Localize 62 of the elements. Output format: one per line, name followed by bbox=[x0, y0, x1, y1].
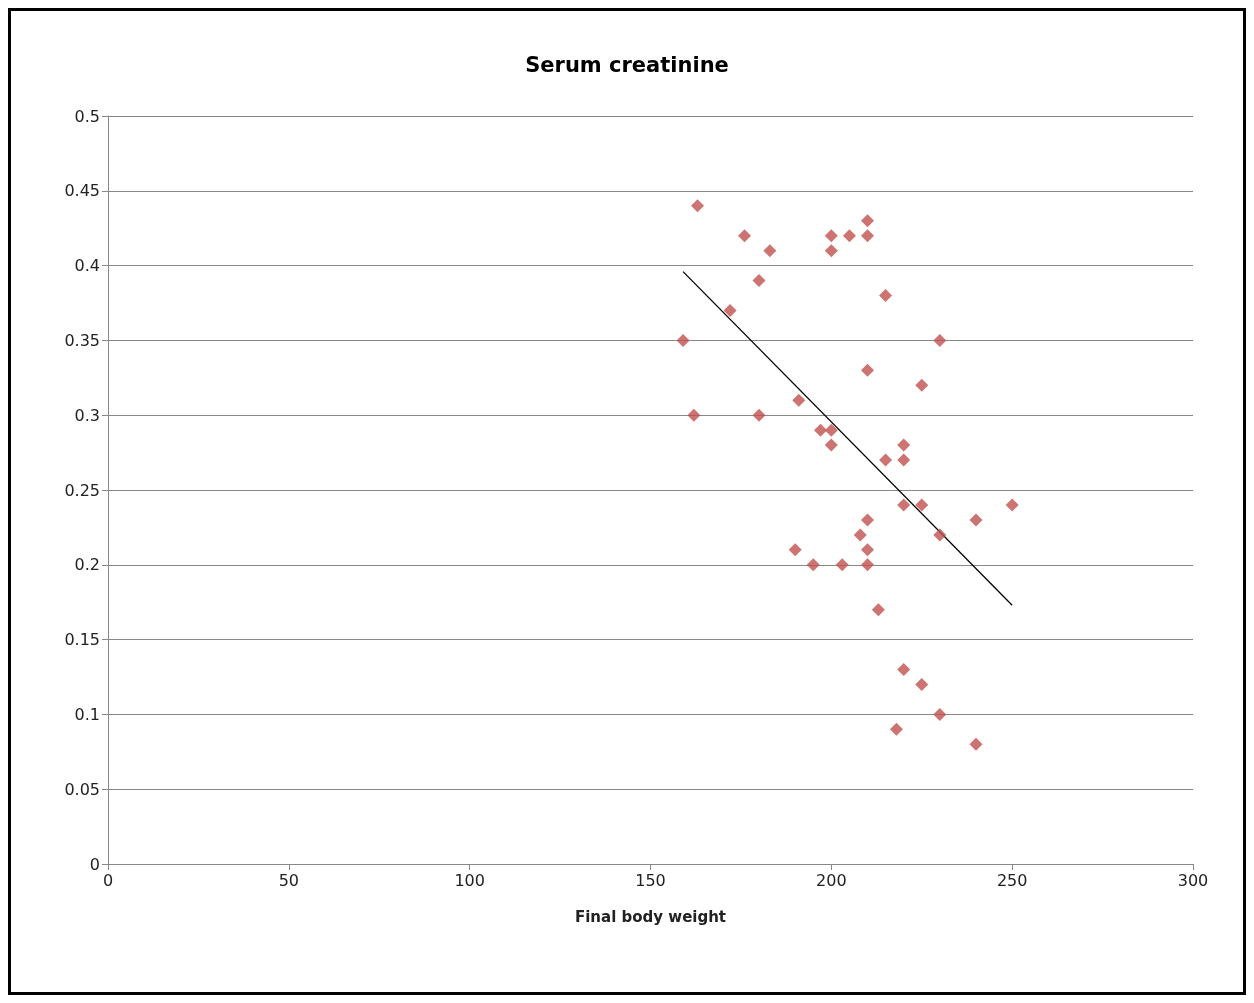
point bbox=[933, 528, 947, 542]
point bbox=[824, 229, 838, 243]
x-tick-label: 200 bbox=[816, 870, 847, 890]
point bbox=[933, 707, 947, 721]
point bbox=[792, 393, 806, 407]
point bbox=[897, 438, 911, 452]
y-tick-label: 0.05 bbox=[64, 779, 100, 799]
point bbox=[676, 333, 690, 347]
point bbox=[871, 603, 885, 617]
point bbox=[687, 408, 701, 422]
y-tick-label: 0.45 bbox=[64, 181, 100, 201]
point bbox=[915, 498, 929, 512]
x-axis-title: Final body weight bbox=[574, 907, 727, 926]
point bbox=[861, 558, 874, 572]
point bbox=[842, 229, 856, 243]
point bbox=[861, 214, 874, 228]
y-tick-label: 0.3 bbox=[74, 405, 100, 425]
y-tick-label: 0.2 bbox=[74, 555, 100, 575]
point bbox=[897, 498, 911, 512]
point bbox=[969, 737, 983, 751]
y-tick-label: 0.25 bbox=[64, 480, 100, 500]
point bbox=[763, 244, 777, 258]
x-tick-label: 100 bbox=[454, 870, 485, 890]
point bbox=[752, 274, 766, 288]
point bbox=[806, 558, 820, 572]
point bbox=[824, 423, 838, 437]
point bbox=[738, 229, 752, 243]
point bbox=[889, 722, 903, 736]
y-tick-label: 0.15 bbox=[64, 630, 100, 650]
point bbox=[861, 363, 874, 377]
y-tick-label: 0.35 bbox=[64, 330, 100, 350]
x-tick-label: 0 bbox=[102, 870, 114, 890]
point bbox=[861, 229, 874, 243]
point bbox=[879, 453, 893, 467]
point bbox=[915, 378, 929, 392]
y-tick-label: 0.4 bbox=[74, 256, 100, 276]
point bbox=[861, 543, 874, 557]
point bbox=[897, 453, 911, 467]
x-tick-label: 50 bbox=[278, 870, 300, 890]
point bbox=[933, 333, 947, 347]
x-tick-label: 300 bbox=[1177, 870, 1209, 890]
point bbox=[969, 513, 983, 527]
point bbox=[1005, 498, 1019, 512]
point bbox=[915, 677, 929, 691]
point bbox=[752, 408, 766, 422]
point bbox=[824, 438, 838, 452]
point bbox=[788, 543, 802, 557]
y-tick-label: 0.5 bbox=[74, 106, 100, 126]
point bbox=[691, 199, 705, 213]
point bbox=[813, 423, 827, 437]
x-tick-label: 250 bbox=[996, 870, 1028, 890]
point bbox=[879, 289, 893, 303]
x-tick-label: 150 bbox=[635, 870, 666, 890]
point bbox=[723, 303, 737, 317]
point bbox=[897, 663, 911, 677]
point bbox=[824, 244, 838, 258]
point bbox=[861, 513, 874, 527]
point bbox=[853, 528, 867, 542]
point bbox=[835, 558, 849, 572]
y-tick-label: 0 bbox=[89, 854, 100, 874]
y-tick-label: 0.1 bbox=[74, 704, 100, 724]
chart-title: Serum creatinine bbox=[525, 52, 729, 77]
